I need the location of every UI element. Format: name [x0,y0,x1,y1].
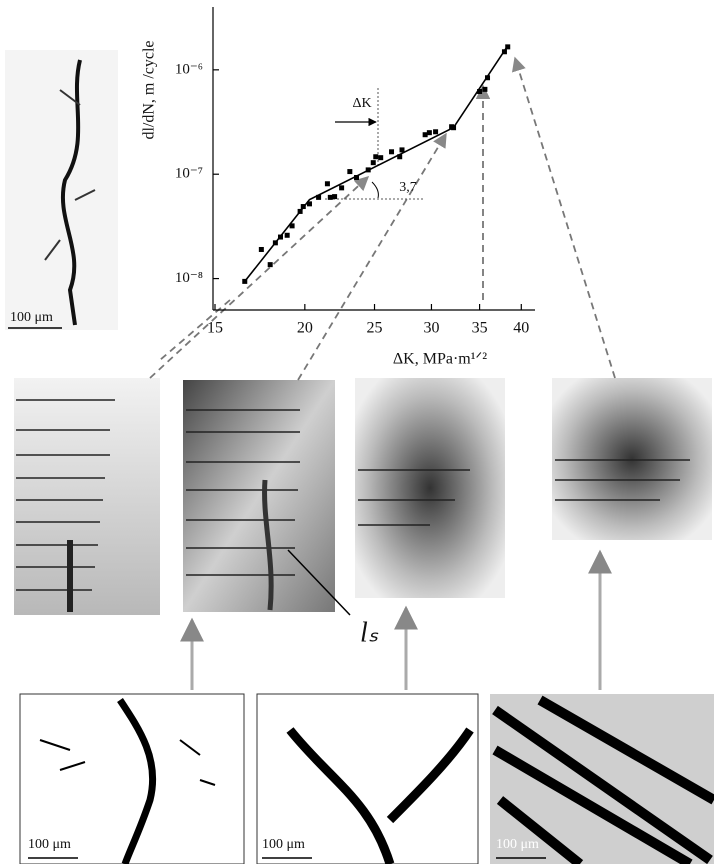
data-point [397,154,403,160]
data-point [370,160,376,166]
data-point [277,234,283,240]
data-point [324,181,330,187]
data-point [297,208,303,214]
x-tick-label: 25 [367,320,383,337]
data-point [316,194,322,200]
x-tick-label: 15 [207,320,223,337]
data-point [289,223,295,229]
data-point [242,278,248,284]
scale-bar-label: 100 μm [28,837,71,852]
data-point [482,86,488,92]
y-tick-label: 10⁻⁶ [175,61,203,77]
scale-bar-label: 100 μm [262,837,305,852]
x-axis-label: ΔK, MPa·m¹ᐟ² [393,351,487,368]
micrograph-row2 [14,378,712,616]
data-point [501,49,507,55]
y-tick-label: 10⁻⁷ [175,166,203,182]
fit-line [244,45,509,282]
data-point [426,130,432,136]
data-point [451,125,457,131]
data-point [477,89,483,95]
x-tick-label: 20 [297,320,313,337]
data-point [354,174,360,180]
x-tick-label: 40 [513,320,529,337]
data-point [389,149,395,155]
data-point [433,129,439,135]
x-tick-label: 30 [423,320,439,337]
annotation: 3,7 [399,180,417,195]
scale-bar-label: 100 μm [496,837,539,852]
data-point [267,262,273,268]
scale-bar-label: 100 μm [10,310,53,325]
data-point [399,147,405,153]
data-point [339,185,345,191]
micrograph-top-left [5,50,118,330]
data-point [365,167,371,173]
data-point [258,246,264,252]
data-point [378,155,384,161]
data-point [300,204,306,210]
data-point [327,194,333,200]
data-point [373,154,379,160]
y-tick-label: 10⁻⁸ [175,270,203,286]
y-axis-label: dl/dN, m /cycle [141,40,158,139]
data-point [422,132,428,138]
micrograph-row3 [19,693,714,864]
data-point [485,75,491,81]
data-point [306,201,312,207]
data-point [284,232,290,238]
annotation: ΔK [352,96,371,111]
connectors [149,56,616,690]
data-point [347,169,353,175]
data-point [272,240,278,246]
data-point [332,194,338,200]
x-tick-label: 35 [472,320,488,337]
data-point [505,44,511,50]
ls-label: lₛ [360,617,379,648]
